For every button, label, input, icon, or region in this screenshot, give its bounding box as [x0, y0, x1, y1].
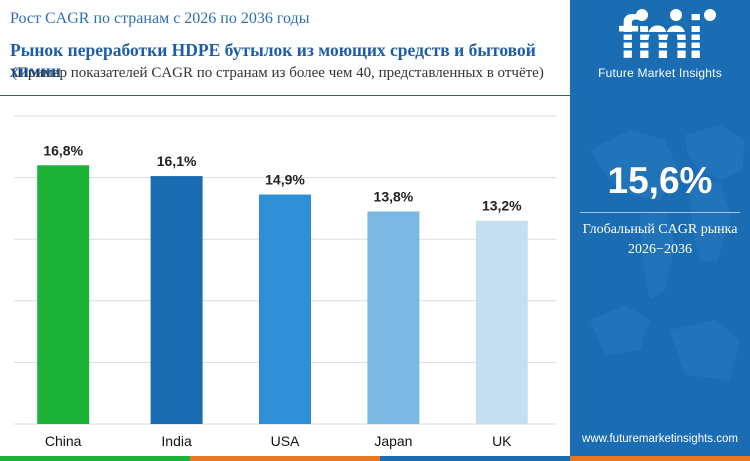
strip-segment-4: [570, 456, 750, 461]
x-tick-china: China: [45, 433, 82, 449]
value-label-uk: 13,2%: [482, 198, 522, 214]
bar-india: [150, 176, 203, 424]
x-tick-usa: USA: [271, 433, 300, 449]
global-cagr-label-line2: 2026−2036: [628, 242, 692, 257]
bar-japan: [367, 211, 420, 424]
global-cagr-divider: [580, 212, 740, 213]
chart-header: Рост CAGR по странам с 2026 по 2036 годы…: [0, 0, 570, 92]
strip-segment-2: [190, 456, 380, 461]
x-tick-uk: UK: [492, 433, 512, 449]
bar-usa: [259, 194, 311, 424]
x-tick-japan: Japan: [374, 433, 412, 449]
world-map-background: [590, 125, 745, 380]
summary-panel: fmi Future Market Insights 15,6% Глобаль…: [570, 0, 750, 461]
chart-heading: Рост CAGR по странам с 2026 по 2036 годы: [10, 10, 310, 27]
global-cagr-value: 15,6%: [607, 160, 713, 201]
global-cagr-label-line1: Глобальный CAGR рынка: [582, 222, 738, 237]
value-label-japan: 13,8%: [374, 188, 414, 204]
fmi-logo: fmi Future Market Insights: [570, 0, 750, 95]
bar-china: [37, 165, 90, 424]
chart-x-ticks: China India USA Japan UK: [45, 433, 512, 449]
chart-value-labels: 16,8% 16,1% 14,9% 13,8% 13,2%: [43, 142, 522, 213]
bar-uk: [475, 220, 528, 424]
value-label-usa: 14,9%: [265, 172, 305, 188]
website-link[interactable]: www.futuremarketinsights.com: [582, 433, 738, 445]
strip-segment-1: [0, 456, 190, 461]
value-label-china: 16,8%: [43, 142, 83, 158]
chart-bars: [37, 165, 528, 424]
svg-text:fmi: fmi: [618, 8, 702, 66]
chart-title: Рынок переработки HDPE бутылок из моющих…: [10, 40, 536, 81]
chart-subtitle: (Пример показателей CAGR по странам из б…: [12, 65, 544, 81]
fmi-logo-mark: fmi: [592, 8, 728, 66]
header-divider: [0, 95, 570, 96]
x-tick-india: India: [161, 433, 192, 449]
brand-name: Future Market Insights: [598, 66, 722, 80]
global-cagr-label: Глобальный CAGR рынка 2026−2036: [570, 220, 750, 260]
strip-segment-3: [380, 456, 570, 461]
bar-chart: 16,8% 16,1% 14,9% 13,8% 13,2% China India USA J…: [14, 115, 556, 449]
bottom-color-strip: [0, 456, 750, 461]
value-label-india: 16,1%: [157, 153, 197, 169]
